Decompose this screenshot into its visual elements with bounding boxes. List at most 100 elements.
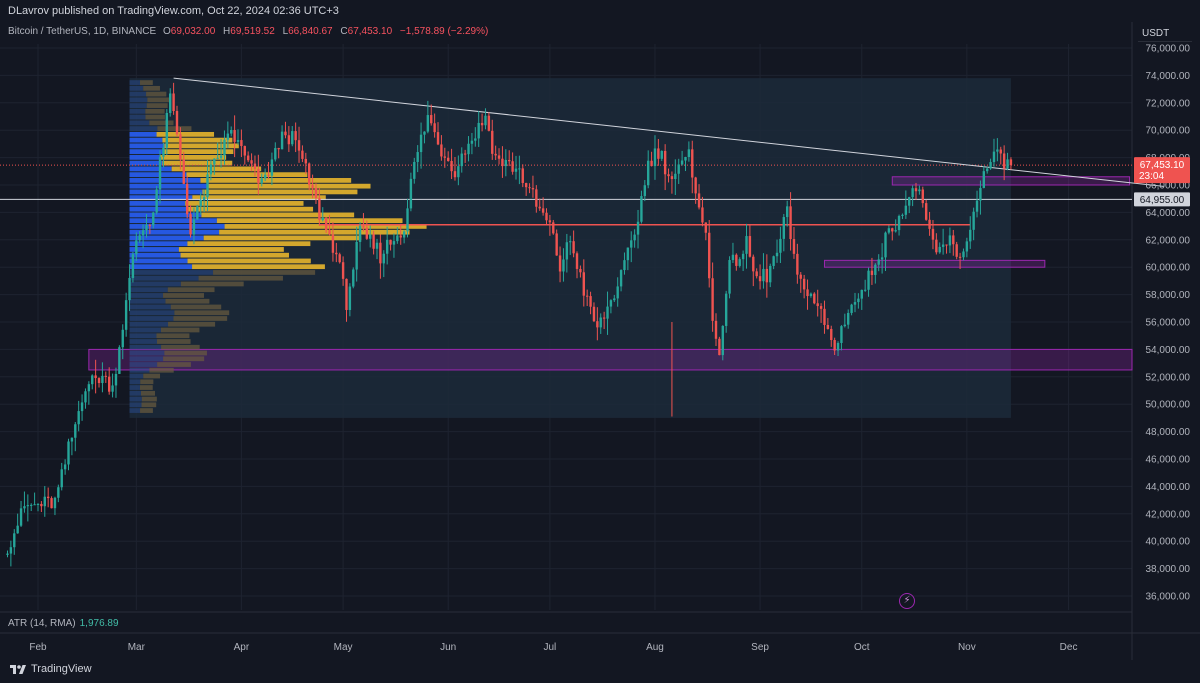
candle-body	[748, 236, 752, 257]
level-price-badge	[1134, 192, 1190, 207]
volume-profile-bar	[192, 195, 326, 201]
candle-body	[653, 148, 657, 167]
candle-body	[863, 289, 867, 291]
volume-profile-bar	[129, 293, 164, 298]
volume-profile-bar	[129, 212, 202, 218]
volume-profile-bar	[157, 362, 191, 367]
volume-profile-bar	[185, 201, 304, 206]
time-tick-label: Sep	[751, 642, 769, 653]
candle-body	[623, 260, 626, 271]
volume-profile-bar	[129, 80, 141, 85]
low-label: L	[282, 26, 289, 37]
price-tick-label: 42,000.00	[1146, 509, 1191, 520]
candle-body	[311, 184, 314, 189]
volume-profile-bar	[140, 408, 153, 413]
candle-body	[450, 160, 453, 172]
candle-body	[128, 277, 131, 301]
candle-body	[1002, 153, 1006, 169]
candle-body	[501, 158, 504, 167]
volume-profile-bar	[129, 235, 204, 241]
candle-body	[609, 300, 613, 307]
candle-body	[728, 260, 731, 294]
tradingview-brand[interactable]: TradingView	[10, 663, 92, 675]
volume-profile-bar	[129, 402, 142, 408]
candle-body	[894, 230, 897, 232]
currency-selector[interactable]: USDT	[1138, 26, 1192, 42]
candle-body	[385, 239, 389, 254]
candle-body	[962, 251, 965, 258]
symbol-name[interactable]: Bitcoin / TetherUS, 1D, BINANCE	[8, 26, 157, 37]
close-label: C	[340, 26, 348, 37]
volume-profile-bar	[146, 103, 168, 108]
candle-body	[84, 391, 87, 403]
candle-body	[497, 155, 501, 159]
candle-body	[467, 143, 470, 155]
candle-body	[680, 160, 684, 165]
volume-profile-bar	[129, 206, 189, 212]
candle-body	[708, 232, 711, 279]
current-price-badge	[1134, 157, 1190, 184]
candle-body	[602, 317, 606, 319]
candle-body	[891, 228, 894, 232]
candle-body	[413, 161, 416, 179]
candle-body	[172, 93, 175, 112]
volume-profile-bar	[129, 97, 148, 103]
volume-profile-bar	[129, 247, 179, 252]
candle-body	[484, 115, 487, 126]
publisher-text: DLavrov published on TradingView.com, Oc…	[8, 5, 339, 17]
volume-profile-bar	[161, 344, 200, 350]
volume-profile-bar	[143, 373, 161, 379]
candle-body	[67, 441, 70, 465]
candle-body	[657, 148, 660, 159]
atr-indicator-legend[interactable]: ATR (14, RMA) 1,976.89	[8, 618, 119, 629]
candle-body	[70, 437, 74, 442]
candle-body	[358, 225, 362, 242]
atr-value: 1,976.89	[79, 618, 119, 629]
candle-body	[670, 176, 674, 180]
volume-profile-bar	[163, 293, 204, 298]
candle-body	[870, 270, 874, 275]
candle-body	[30, 504, 33, 506]
candle-body	[287, 135, 291, 145]
candle-body	[369, 234, 372, 239]
flash-icon[interactable]: ⚡	[899, 593, 915, 609]
candle-body	[291, 131, 294, 145]
price-tick-label: 40,000.00	[1146, 537, 1191, 548]
candle-body	[1006, 159, 1009, 169]
candle-body	[457, 166, 460, 178]
candle-body	[301, 150, 304, 159]
candle-body	[1009, 159, 1013, 166]
candle-body	[514, 168, 518, 172]
candle-body	[294, 131, 297, 141]
volume-profile-bar	[129, 241, 188, 247]
candle-body	[463, 153, 467, 155]
candle-body	[914, 188, 918, 192]
candle-body	[36, 503, 40, 505]
candle-body	[16, 525, 19, 534]
candle-body	[40, 503, 43, 507]
candle-body	[999, 149, 1002, 154]
candle-body	[406, 208, 409, 232]
candle-body	[246, 155, 250, 161]
candle-body	[758, 276, 762, 282]
candle-body	[124, 300, 128, 330]
candle-body	[735, 254, 738, 266]
candle-body	[111, 385, 114, 392]
volume-profile-bar	[129, 327, 161, 333]
candle-body	[928, 219, 931, 229]
volume-profile-bar	[129, 310, 175, 316]
volume-profile-bar	[162, 149, 234, 154]
candle-body	[938, 246, 941, 253]
volume-profile-bar	[129, 120, 150, 126]
price-tick-label: 50,000.00	[1146, 400, 1191, 411]
volume-profile-bar	[162, 137, 233, 143]
candle-body	[911, 188, 914, 198]
candle-body	[314, 188, 318, 198]
volume-profile-bar	[129, 350, 165, 356]
candle-body	[596, 321, 599, 328]
candle-body	[619, 270, 623, 287]
candle-body	[931, 228, 935, 240]
volume-profile-bar	[162, 160, 233, 166]
candle-body	[504, 160, 508, 167]
